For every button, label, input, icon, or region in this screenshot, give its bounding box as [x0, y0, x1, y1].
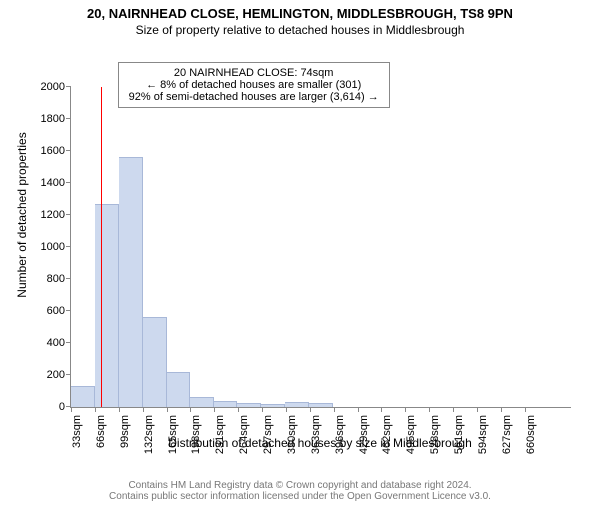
y-tick-label: 1000 — [41, 241, 71, 253]
x-tick-mark — [71, 407, 72, 412]
y-tick-label: 200 — [47, 369, 71, 381]
y-tick-label: 1200 — [41, 209, 71, 221]
x-tick-mark — [381, 407, 382, 412]
chart-title: 20, NAIRNHEAD CLOSE, HEMLINGTON, MIDDLES… — [0, 6, 600, 21]
y-tick-label: 2000 — [41, 81, 71, 93]
y-tick-mark — [66, 310, 71, 311]
histogram-bar — [95, 204, 119, 407]
y-tick-mark — [66, 342, 71, 343]
legend-line: 92% of semi-detached houses are larger (… — [129, 91, 379, 103]
legend-line: 20 NAIRNHEAD CLOSE: 74sqm — [129, 67, 379, 79]
legend-line: ← 8% of detached houses are smaller (301… — [129, 79, 379, 91]
y-tick-mark — [66, 118, 71, 119]
chart-subtitle: Size of property relative to detached ho… — [0, 23, 600, 37]
property-marker-line — [101, 87, 102, 407]
histogram-bar — [143, 317, 167, 407]
x-tick-mark — [167, 407, 168, 412]
x-tick-mark — [525, 407, 526, 412]
histogram-bar — [119, 157, 143, 407]
x-tick-mark — [453, 407, 454, 412]
x-tick-mark — [334, 407, 335, 412]
footer-line-1: Contains HM Land Registry data © Crown c… — [0, 480, 600, 491]
y-tick-label: 1600 — [41, 145, 71, 157]
x-tick-mark — [214, 407, 215, 412]
y-tick-mark — [66, 150, 71, 151]
histogram-bar — [214, 401, 238, 407]
x-tick-mark — [358, 407, 359, 412]
y-tick-mark — [66, 374, 71, 375]
histogram-bar — [285, 402, 309, 407]
x-tick-mark — [477, 407, 478, 412]
x-tick-mark — [262, 407, 263, 412]
y-tick-label: 1400 — [41, 177, 71, 189]
y-tick-mark — [66, 214, 71, 215]
histogram-bar — [309, 403, 333, 407]
x-tick-mark — [310, 407, 311, 412]
x-tick-mark — [143, 407, 144, 412]
x-tick-mark — [405, 407, 406, 412]
plot-region: 020040060080010001200140016001800200033s… — [70, 87, 571, 408]
y-tick-label: 800 — [47, 273, 71, 285]
x-tick-mark — [429, 407, 430, 412]
histogram-bar — [167, 372, 191, 407]
y-tick-label: 1800 — [41, 113, 71, 125]
y-tick-label: 400 — [47, 337, 71, 349]
x-tick-mark — [501, 407, 502, 412]
footer-line-2: Contains public sector information licen… — [0, 491, 600, 502]
x-tick-mark — [286, 407, 287, 412]
x-tick-mark — [95, 407, 96, 412]
histogram-bar — [237, 403, 261, 407]
y-tick-mark — [66, 86, 71, 87]
x-tick-mark — [119, 407, 120, 412]
y-tick-mark — [66, 246, 71, 247]
y-tick-label: 600 — [47, 305, 71, 317]
x-tick-mark — [238, 407, 239, 412]
legend-box: 20 NAIRNHEAD CLOSE: 74sqm← 8% of detache… — [118, 62, 390, 108]
x-tick-mark — [190, 407, 191, 412]
x-axis-label: Distribution of detached houses by size … — [70, 436, 570, 450]
histogram-bar — [190, 397, 213, 407]
footer-text: Contains HM Land Registry data © Crown c… — [0, 480, 600, 502]
y-tick-mark — [66, 182, 71, 183]
histogram-bar — [71, 386, 95, 407]
y-tick-mark — [66, 278, 71, 279]
y-tick-label: 0 — [59, 401, 71, 413]
y-axis-label: Number of detached properties — [15, 105, 29, 325]
histogram-bar — [261, 404, 285, 407]
